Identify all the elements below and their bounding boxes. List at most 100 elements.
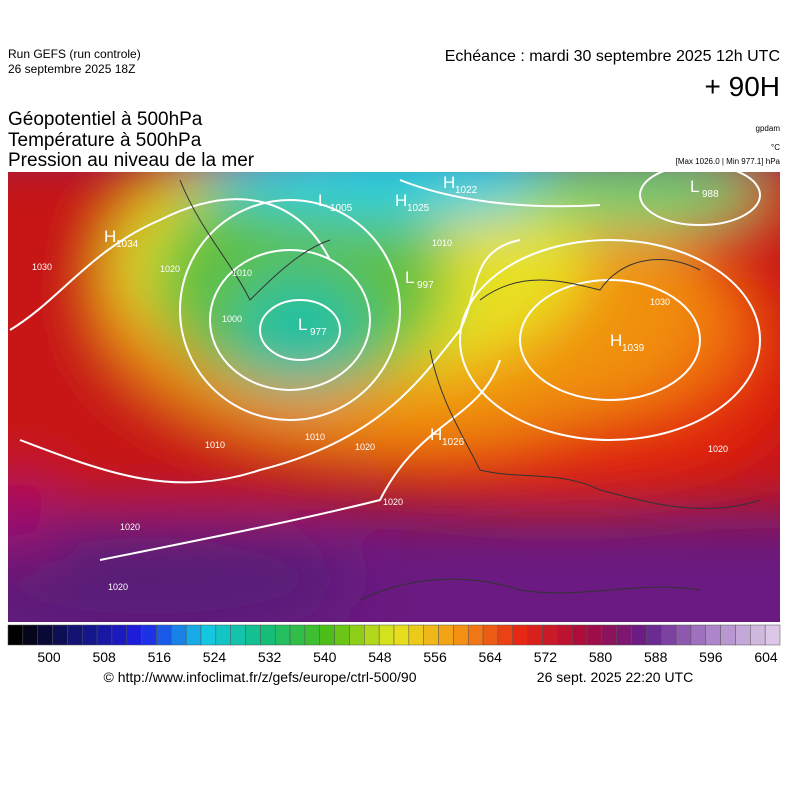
colorbar-swatch [586,624,603,646]
center-value: 1025 [407,203,430,214]
colorbar-label: 564 [479,649,503,665]
isobar-label: 1010 [232,268,252,278]
center-value: 997 [417,280,434,291]
title-line: Température à 500hPa [8,130,202,151]
colorbar-swatch [185,624,202,646]
unit-label: gpdam [756,124,781,133]
center-value: 1034 [116,239,139,250]
colorbar-swatch [230,624,246,646]
colorbar-swatch [542,624,558,646]
colorbar-swatch [601,624,617,646]
colorbar-swatch [126,624,142,646]
colorbar-swatch [81,624,98,646]
isobar-label: 1020 [108,582,128,592]
colorbar-swatch [482,624,499,646]
colorbar-label: 572 [534,649,558,665]
colorbar-swatch [557,624,573,646]
colorbar-swatch [111,624,128,646]
colorbar-swatch [334,624,350,646]
issued-time: 26 sept. 2025 22:20 UTC [537,669,693,685]
colorbar-swatch [631,624,647,646]
colorbar-swatch [705,624,721,646]
colorbar-swatch [423,624,439,646]
isobar-label: 1010 [432,238,452,248]
center-value: 988 [702,189,719,200]
colorbar-swatch [260,624,276,646]
run-date: 26 septembre 2025 18Z [8,62,135,76]
colorbar-swatch [304,624,321,646]
center-value: 977 [310,327,327,338]
colorbar-swatch [616,624,632,646]
colorbar-swatch [96,624,113,646]
isobar-label: 1010 [205,440,225,450]
coastlines [179,179,761,601]
lead-time: + 90H [705,71,781,102]
colorbar-swatch [141,624,157,646]
colorbar-swatch [408,624,424,646]
colorbar-swatch [7,624,24,646]
center-value: 1022 [455,185,478,196]
colorbar-swatch [378,624,395,646]
colorbar-swatch [764,624,781,646]
colorbar-swatch [512,624,528,646]
isobars [9,172,761,561]
center-letter: H [430,425,442,444]
colorbar-swatch [364,624,380,646]
title-line: Pression au niveau de la mer [8,150,255,171]
colorbar-swatch [750,624,766,646]
colorbar-swatch [720,624,736,646]
colorbar-label: 508 [92,649,116,665]
colorbar-swatch [527,624,543,646]
isobar-label: 1010 [305,432,325,442]
colorbar-label: 556 [423,649,447,665]
colorbar-swatch [393,624,410,646]
colorbar-swatch [200,624,217,646]
unit-label: °C [771,143,780,152]
isobar-label: 1030 [32,262,52,272]
center-value: 1039 [622,343,645,354]
colorbar-swatch [571,624,588,646]
colorbar-swatch [274,624,291,646]
colorbar-swatch [156,624,172,646]
center-letter: H [395,191,407,210]
center-letter: L [405,268,414,287]
title-line: Géopotentiel à 500hPa [8,109,203,130]
colorbar-swatch [67,624,83,646]
colorbar-label: 524 [203,649,227,665]
colorbar-swatch [675,624,692,646]
colorbar-swatch [646,624,662,646]
colorbar-label: 588 [644,649,668,665]
center-letter: L [298,315,307,334]
colorbar-swatch [349,624,365,646]
colorbar-swatch [37,624,53,646]
colorbar-swatch [453,624,469,646]
center-value: 1005 [330,203,353,214]
colorbar-label: 604 [754,649,778,665]
colorbar-label: 500 [37,649,61,665]
center-letter: L [690,177,699,196]
colorbar-label: 548 [368,649,392,665]
isobar-label: 1020 [355,442,375,452]
colorbar-swatch [735,624,751,646]
source-url[interactable]: © http://www.infoclimat.fr/z/gefs/europe… [103,669,416,685]
colorbar-label: 532 [258,649,282,665]
colorbar-swatch [319,624,335,646]
colorbar-label: 596 [699,649,723,665]
colorbar-swatch [215,624,231,646]
valid-time: Echéance : mardi 30 septembre 2025 12h U… [445,48,780,65]
center-letter: H [443,173,455,192]
isobar-label: 1020 [160,264,180,274]
colorbar-swatch [690,624,707,646]
colorbar-label: 580 [589,649,613,665]
center-value: 1026 [442,437,465,448]
colorbar-label: 540 [313,649,337,665]
isobar-label: 1000 [222,314,242,324]
colorbar-swatch [171,624,187,646]
isobar-label: 1020 [383,497,403,507]
colorbar-swatch [22,624,38,646]
colorbar-swatch [438,624,454,646]
isobar-label: 1030 [650,297,670,307]
center-letter: H [610,331,622,350]
